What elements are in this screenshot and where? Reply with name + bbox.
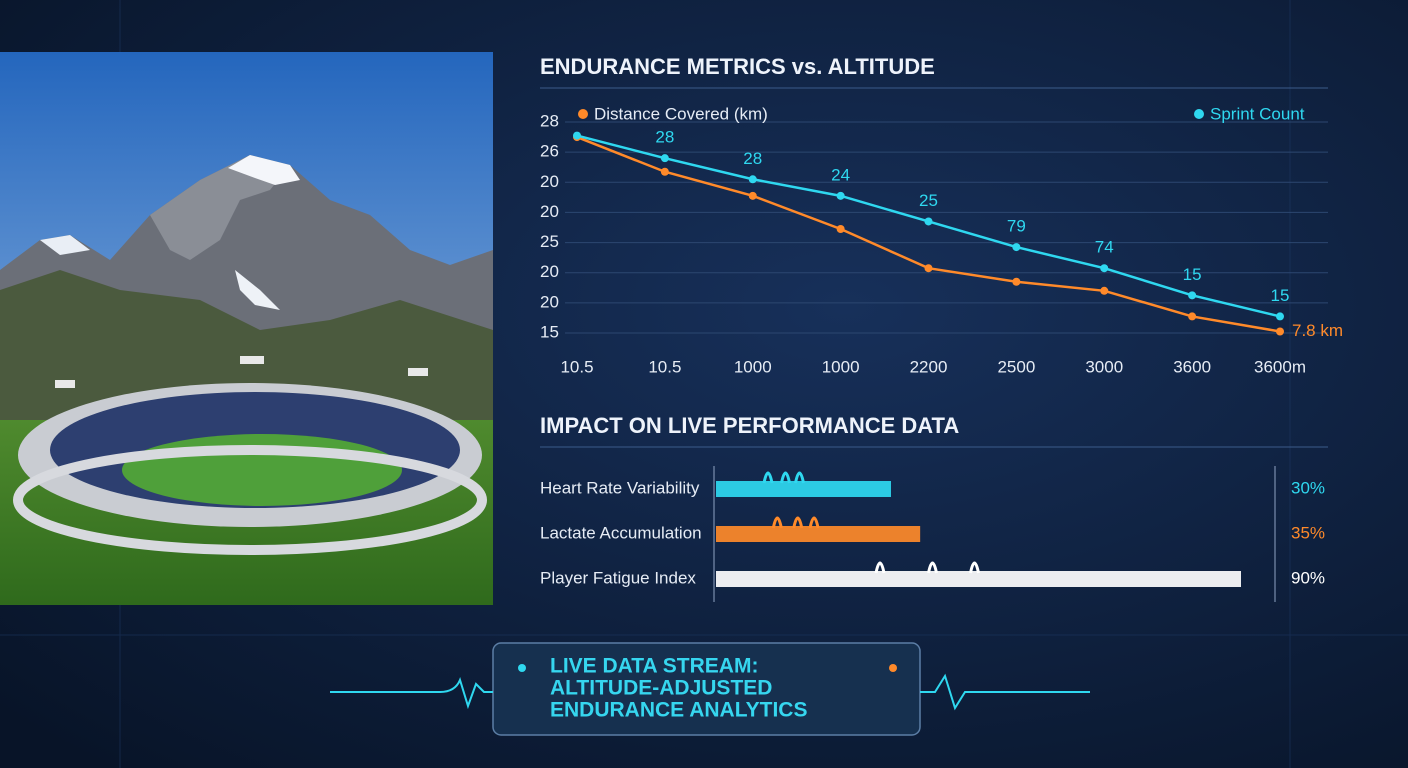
y-tick-label: 20 (540, 262, 559, 281)
wave-decor (920, 673, 1090, 711)
x-tick-label: 10.5 (648, 357, 681, 376)
stadium-photo (0, 52, 493, 605)
banner-text: LIVE DATA STREAM: (550, 655, 758, 678)
data-point (1188, 291, 1197, 300)
y-tick-label: 20 (540, 172, 559, 191)
data-label: 28 (743, 149, 762, 168)
chart-title: IMPACT ON LIVE PERFORMANCE DATA (540, 413, 959, 438)
chart-title: ENDURANCE METRICS vs. ALTITUDE (540, 54, 935, 79)
data-point (836, 225, 845, 234)
data-label: 24 (831, 165, 850, 184)
legend-label: Distance Covered (km) (594, 104, 768, 123)
data-label: 15 (1271, 286, 1290, 305)
data-label: 15 (1183, 265, 1202, 284)
x-tick-label: 3000 (1085, 357, 1123, 376)
data-point (1100, 264, 1109, 273)
data-point (1100, 286, 1109, 295)
y-tick-label: 26 (540, 142, 559, 161)
bar (716, 526, 921, 542)
wave-decor (330, 677, 493, 710)
value-label: 30% (1291, 478, 1325, 497)
x-tick-label: 3600m (1254, 357, 1306, 376)
data-label: 25 (919, 191, 938, 210)
legend-label: Sprint Count (1210, 104, 1305, 123)
bar-label: Player Fatigue Index (540, 568, 696, 587)
value-label: 90% (1291, 568, 1325, 587)
y-tick-label: 25 (540, 232, 559, 251)
data-point (748, 175, 757, 184)
spike-decor (762, 471, 805, 484)
banner: LIVE DATA STREAM: ALTITUDE-ADJUSTED ENDU… (330, 642, 1090, 736)
x-tick-label: 3600 (1173, 357, 1211, 376)
data-point (660, 154, 669, 163)
banner-text: ENDURANCE ANALYTICS (550, 699, 807, 722)
data-point (748, 191, 757, 200)
bar (716, 481, 891, 497)
spike-decor (874, 561, 980, 574)
x-tick-label: 1000 (734, 357, 772, 376)
x-tick-label: 1000 (822, 357, 860, 376)
data-label: 7.8 km (1292, 321, 1343, 340)
y-tick-label: 20 (540, 292, 559, 311)
data-point (573, 131, 581, 140)
x-tick-label: 2200 (910, 357, 948, 376)
data-label: 28 (655, 128, 674, 147)
x-tick-label: 10.5 (560, 357, 593, 376)
data-point (924, 217, 933, 226)
data-point (1276, 327, 1284, 336)
legend-marker (1194, 109, 1204, 119)
data-point (1012, 243, 1021, 252)
data-point (660, 167, 669, 176)
y-tick-label: 20 (540, 202, 559, 221)
data-point (1188, 312, 1197, 321)
banner-box (492, 642, 921, 736)
value-label: 35% (1291, 523, 1325, 542)
data-point (1276, 312, 1284, 321)
bar-label: Heart Rate Variability (540, 478, 700, 497)
data-label: 74 (1095, 238, 1114, 257)
signal-icon (518, 664, 526, 672)
bar (716, 571, 1241, 587)
bar-label: Lactate Accumulation (540, 523, 702, 542)
data-point (836, 191, 845, 200)
data-point (1012, 277, 1021, 286)
data-label: 79 (1007, 217, 1026, 236)
banner-text: ALTITUDE-ADJUSTED (550, 677, 772, 700)
y-tick-label: 28 (540, 111, 559, 130)
legend-marker (578, 109, 588, 119)
y-tick-label: 15 (540, 322, 559, 341)
x-tick-label: 2500 (997, 357, 1035, 376)
signal-icon (889, 664, 897, 672)
data-point (924, 264, 933, 273)
spike-decor (771, 516, 820, 529)
